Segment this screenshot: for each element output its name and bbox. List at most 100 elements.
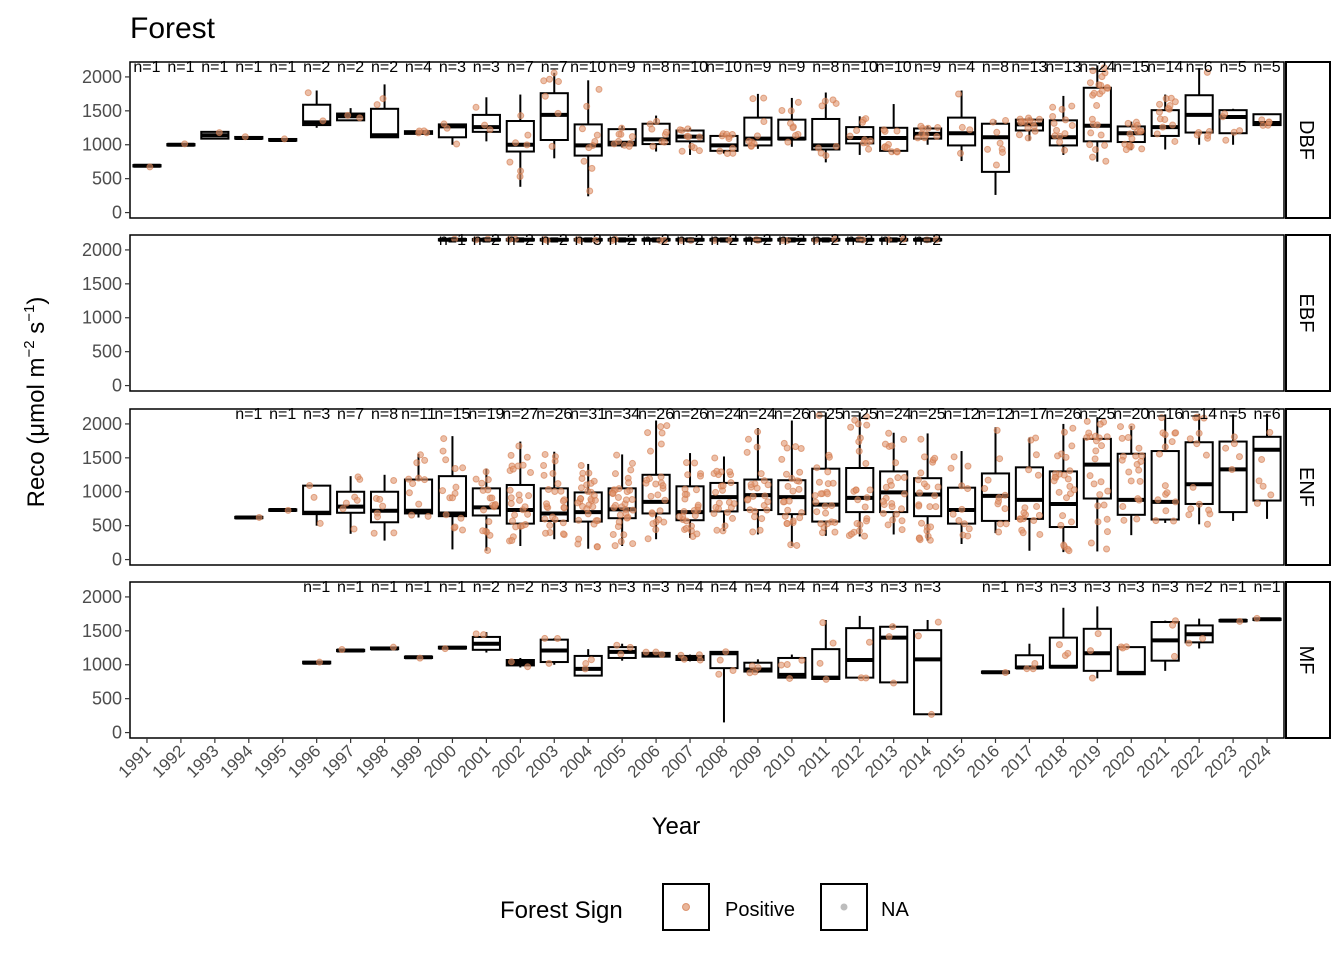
data-point [1090, 480, 1098, 488]
y-tick-label: 1500 [82, 448, 122, 468]
data-point [1235, 453, 1243, 461]
x-axis-title: Year [652, 813, 701, 840]
data-point [862, 517, 870, 525]
data-point [379, 95, 387, 103]
data-point [1103, 528, 1111, 536]
data-point [1057, 521, 1065, 529]
y-tick-label: 1000 [82, 655, 122, 675]
data-point [1189, 483, 1197, 491]
data-point [658, 429, 666, 437]
data-point [512, 139, 520, 147]
data-point [481, 121, 489, 129]
data-point [1204, 131, 1212, 139]
data-point [1001, 505, 1009, 513]
data-point [1127, 477, 1135, 485]
count-label: n=12 [977, 406, 1013, 423]
data-point [1098, 87, 1106, 95]
facet-strip-label: ENF [1295, 467, 1317, 507]
data-point [629, 506, 637, 514]
data-point [1128, 423, 1136, 431]
box-2024 [1252, 614, 1282, 622]
data-point [453, 140, 461, 148]
box-2019 [1082, 417, 1112, 553]
count-label: n=3 [880, 579, 907, 596]
y-tick-label: 2000 [82, 414, 122, 434]
data-point [353, 496, 361, 504]
data-point [653, 117, 661, 125]
count-label: n=2 [643, 232, 670, 249]
data-point [1135, 444, 1143, 452]
data-point [1162, 95, 1170, 103]
data-point [316, 519, 324, 527]
data-point [1031, 659, 1039, 667]
data-point [817, 490, 825, 498]
data-point [884, 521, 892, 529]
box-1996 [302, 89, 332, 128]
data-point [585, 144, 593, 152]
data-point [684, 125, 692, 133]
count-label: n=1 [405, 579, 432, 596]
data-point [898, 526, 906, 534]
data-point [758, 515, 766, 523]
count-label: n=9 [609, 59, 636, 76]
data-point [1093, 121, 1101, 129]
box-1995 [268, 506, 298, 514]
data-point [1166, 102, 1174, 110]
data-point [892, 459, 900, 467]
data-point [1086, 79, 1094, 87]
data-point [647, 492, 655, 500]
data-point [1267, 491, 1275, 499]
data-point [995, 494, 1003, 502]
data-point [821, 97, 829, 105]
y-tick-label: 500 [92, 169, 122, 189]
data-point [1033, 503, 1041, 511]
count-label: n=1 [439, 579, 466, 596]
data-point [779, 498, 787, 506]
data-point [1161, 115, 1169, 123]
data-point [1133, 515, 1141, 523]
data-point [1161, 431, 1169, 439]
box-iqr [1048, 636, 1078, 669]
count-label: n=3 [303, 406, 330, 423]
count-label: n=12 [944, 406, 980, 423]
box-2024 [1252, 413, 1282, 519]
data-point [811, 492, 819, 500]
data-point [984, 145, 992, 153]
data-point [815, 411, 823, 419]
data-point [439, 487, 447, 495]
data-point [644, 429, 652, 437]
count-label: n=26 [1045, 406, 1081, 423]
data-point [593, 131, 601, 139]
data-point [415, 500, 423, 508]
data-point [370, 529, 378, 537]
data-point [993, 128, 1001, 136]
data-point [898, 505, 906, 513]
data-point [609, 530, 617, 538]
data-point [1185, 639, 1193, 647]
box-1999 [403, 127, 434, 137]
box-2001 [471, 97, 501, 142]
count-label: n=3 [439, 59, 466, 76]
data-point [1120, 516, 1128, 524]
y-tick-label: 0 [112, 203, 122, 223]
data-point [950, 453, 958, 461]
data-point [584, 487, 592, 495]
data-point [677, 651, 685, 659]
data-point [441, 645, 449, 653]
data-point [1152, 517, 1160, 525]
data-point [915, 534, 923, 542]
data-point [1025, 466, 1033, 474]
data-point [574, 236, 582, 244]
box-iqr [811, 648, 841, 680]
data-point [611, 542, 619, 550]
data-point [1002, 116, 1010, 124]
data-point [1103, 433, 1111, 441]
data-point [1236, 617, 1244, 625]
data-point [550, 69, 558, 77]
data-point [993, 426, 1001, 434]
data-point [691, 459, 699, 467]
count-label: n=8 [982, 59, 1009, 76]
data-point [540, 461, 548, 469]
data-point [1024, 124, 1032, 132]
data-point [814, 144, 822, 152]
